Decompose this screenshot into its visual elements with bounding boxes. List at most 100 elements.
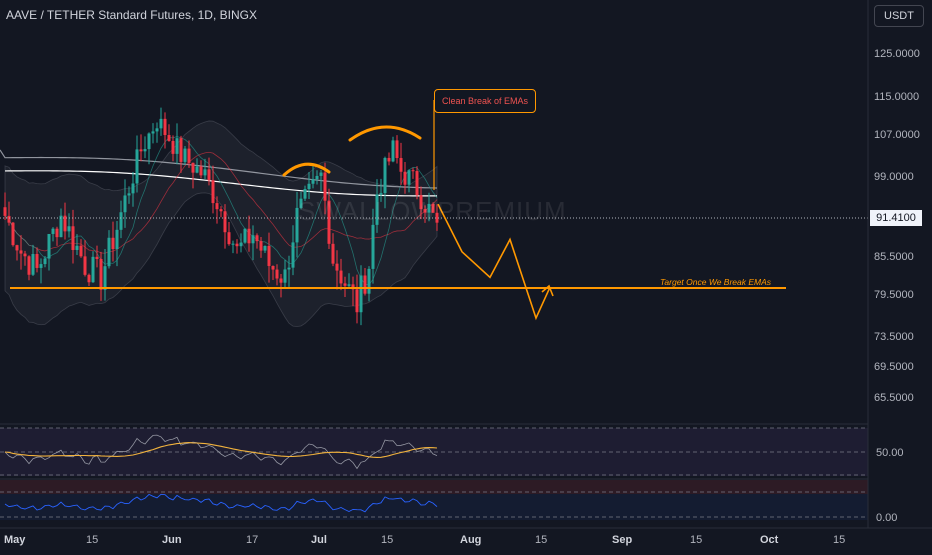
candle[interactable] — [367, 266, 371, 302]
candle[interactable] — [103, 249, 107, 301]
candle[interactable] — [51, 227, 55, 242]
head-arc[interactable] — [348, 125, 422, 142]
candle[interactable] — [63, 202, 67, 240]
symbol-title[interactable]: AAVE / TETHER Standard Futures, 1D, BING… — [6, 8, 257, 22]
target-label[interactable]: Target Once We Break EMAs — [660, 277, 772, 287]
candle[interactable] — [395, 135, 399, 164]
candle[interactable] — [315, 170, 319, 185]
candle[interactable] — [95, 245, 99, 268]
candle[interactable] — [419, 186, 423, 220]
candle[interactable] — [15, 244, 19, 261]
candle[interactable] — [59, 208, 63, 238]
candle[interactable] — [151, 123, 155, 144]
candle[interactable] — [167, 124, 171, 142]
candle[interactable] — [251, 225, 255, 261]
candle[interactable] — [299, 191, 303, 210]
candle[interactable] — [191, 162, 195, 189]
candle[interactable] — [235, 239, 239, 254]
candle[interactable] — [115, 220, 119, 267]
candle[interactable] — [39, 258, 43, 284]
candle[interactable] — [343, 276, 347, 297]
candle[interactable] — [163, 112, 167, 149]
candle[interactable] — [371, 208, 375, 284]
candle[interactable] — [347, 273, 351, 289]
candle[interactable] — [415, 166, 419, 200]
candle[interactable] — [43, 255, 47, 268]
candle[interactable] — [155, 122, 159, 143]
candle[interactable] — [319, 169, 323, 192]
candle[interactable] — [183, 146, 187, 166]
candle[interactable] — [379, 178, 383, 202]
candle[interactable] — [335, 250, 339, 290]
candle[interactable] — [383, 156, 387, 209]
candle[interactable] — [79, 239, 83, 258]
candle[interactable] — [91, 251, 95, 283]
candle[interactable] — [195, 158, 199, 174]
candle[interactable] — [355, 274, 359, 324]
candle[interactable] — [179, 135, 183, 173]
candle[interactable] — [199, 160, 203, 179]
candle[interactable] — [111, 221, 115, 262]
candle[interactable] — [331, 233, 335, 267]
candle[interactable] — [219, 206, 223, 218]
candle[interactable] — [7, 201, 11, 226]
candles[interactable] — [3, 107, 439, 326]
candle[interactable] — [423, 205, 427, 223]
candle[interactable] — [303, 185, 307, 201]
candle[interactable] — [147, 132, 151, 165]
candle[interactable] — [55, 226, 59, 246]
candle[interactable] — [387, 152, 391, 166]
candle[interactable] — [323, 162, 327, 215]
candle[interactable] — [135, 135, 139, 193]
candle[interactable] — [247, 215, 251, 252]
candle[interactable] — [127, 186, 131, 204]
candle[interactable] — [359, 265, 363, 326]
candle[interactable] — [363, 268, 367, 296]
candle[interactable] — [243, 228, 247, 244]
left-shoulder-arc[interactable] — [282, 162, 331, 177]
candle[interactable] — [23, 250, 27, 266]
candle[interactable] — [255, 233, 259, 249]
candle[interactable] — [271, 265, 275, 281]
candle[interactable] — [263, 245, 267, 253]
candle[interactable] — [279, 273, 283, 298]
candle[interactable] — [203, 158, 207, 180]
candle[interactable] — [211, 165, 215, 214]
candle[interactable] — [107, 230, 111, 269]
price-axis[interactable]: 125.0000 115.0000 107.0000 99.0000 85.5000 79… — [867, 0, 920, 528]
candle[interactable] — [275, 264, 279, 286]
candle[interactable] — [291, 225, 295, 276]
candle[interactable] — [287, 255, 291, 287]
candle[interactable] — [75, 234, 79, 256]
candle[interactable] — [159, 107, 163, 136]
candle[interactable] — [375, 179, 379, 233]
candle[interactable] — [19, 235, 23, 270]
candle[interactable] — [391, 136, 395, 163]
candle[interactable] — [143, 136, 147, 159]
currency-button[interactable]: USDT — [874, 5, 924, 27]
candle[interactable] — [215, 196, 219, 224]
candle[interactable] — [67, 213, 71, 238]
candle[interactable] — [27, 255, 31, 281]
candle[interactable] — [259, 237, 263, 258]
candle[interactable] — [171, 135, 175, 162]
candle[interactable] — [175, 123, 179, 165]
candle[interactable] — [207, 157, 211, 186]
candle[interactable] — [351, 276, 355, 307]
candle[interactable] — [71, 209, 75, 264]
candle[interactable] — [435, 204, 439, 231]
projected-path[interactable] — [437, 203, 551, 321]
candle[interactable] — [231, 240, 235, 254]
candle[interactable] — [283, 260, 287, 288]
candle[interactable] — [403, 161, 407, 194]
candle[interactable] — [327, 188, 331, 249]
candle[interactable] — [399, 142, 403, 186]
rsi-pane[interactable] — [0, 427, 868, 476]
candle[interactable] — [119, 200, 123, 239]
candle[interactable] — [407, 169, 411, 193]
candle[interactable] — [223, 204, 227, 249]
candle[interactable] — [311, 163, 315, 189]
candle[interactable] — [87, 273, 91, 286]
candle[interactable] — [431, 202, 435, 213]
candle[interactable] — [267, 232, 271, 283]
